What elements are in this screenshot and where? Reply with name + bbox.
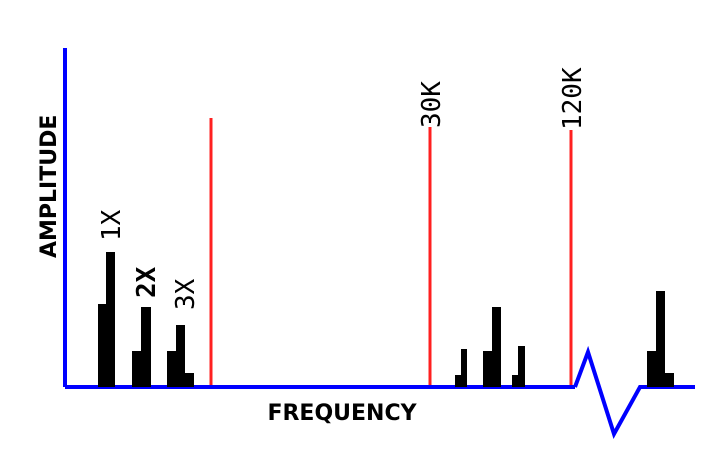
bar <box>483 351 492 387</box>
bar <box>647 351 656 387</box>
frequency-markers <box>209 118 573 385</box>
bar <box>132 351 141 387</box>
bar <box>176 325 185 387</box>
high-frequency-bars <box>455 307 525 387</box>
bar <box>98 304 107 387</box>
marker-label-30k: 30K <box>417 81 447 128</box>
bar <box>455 375 461 387</box>
bar <box>106 252 115 387</box>
bar <box>665 373 674 387</box>
axes <box>63 48 695 440</box>
axis-break-zigzag <box>573 345 695 440</box>
bar <box>461 349 467 387</box>
bar <box>185 373 194 387</box>
bar <box>518 346 525 387</box>
bar <box>141 307 151 387</box>
harmonic-label-2x: 2X <box>132 266 162 298</box>
harmonic-2x-bars <box>132 307 151 387</box>
harmonic-label-3x: 3X <box>171 278 201 310</box>
x-axis-title: FREQUENCY <box>267 401 417 426</box>
harmonic-3x-bars <box>167 325 194 387</box>
bar <box>492 307 501 387</box>
harmonic-label-1x: 1X <box>97 209 127 241</box>
bar <box>512 375 518 387</box>
post-break-bars <box>647 291 674 387</box>
y-axis-title: AMPLITUDE <box>37 115 62 258</box>
marker-label-120k: 120K <box>558 67 588 130</box>
bar <box>656 291 665 387</box>
harmonic-1x-bars <box>98 252 115 387</box>
bar <box>167 351 176 387</box>
